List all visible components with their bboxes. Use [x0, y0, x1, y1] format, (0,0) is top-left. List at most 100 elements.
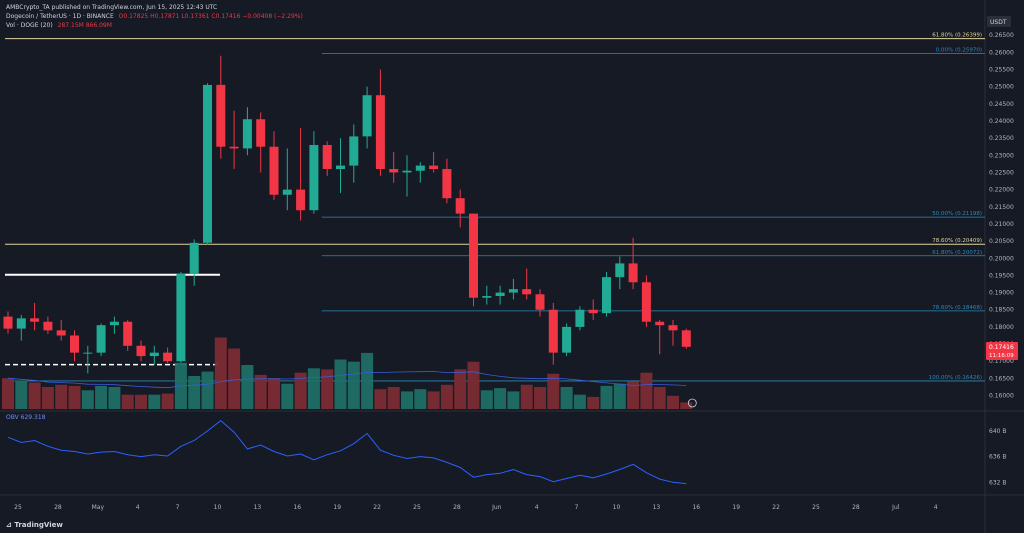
volume-label[interactable]: Vol · DOGE (20): [6, 22, 53, 29]
candle-body: [83, 352, 93, 354]
candle-body: [535, 294, 545, 310]
volume-bar: [627, 381, 640, 409]
candle-body: [43, 321, 53, 331]
candle-body: [375, 95, 385, 170]
price-tick: 0.25500: [989, 66, 1014, 73]
volume-bar: [680, 402, 693, 409]
date-tick: 28: [54, 504, 62, 511]
price-tick: 0.17000: [989, 358, 1014, 365]
volume-bar: [68, 385, 81, 409]
volume-bar: [307, 368, 320, 409]
candle-body: [429, 165, 439, 170]
candle-body: [309, 144, 319, 211]
volume-bar: [148, 394, 161, 409]
candle-body: [641, 282, 651, 322]
volume-bar: [188, 376, 201, 409]
volume-bar: [374, 389, 387, 409]
price-tick: 0.24500: [989, 101, 1014, 108]
volume-bar: [414, 389, 427, 409]
candle-body: [136, 345, 146, 357]
candle-body: [242, 119, 252, 149]
volume-ma-line: [7, 371, 687, 389]
volume-bar: [573, 394, 586, 409]
price-tick: 0.21000: [989, 221, 1014, 228]
candle-body: [495, 292, 505, 297]
date-tick: Jun: [491, 504, 502, 511]
candle-body: [482, 296, 492, 298]
ohlc-values: O0.17825 H0.17871 L0.17361 C0.17416 −0.0…: [118, 13, 303, 20]
fib-level-label: 61.80% (0.26399): [932, 33, 982, 39]
obv-tick: 632 B: [989, 479, 1006, 486]
price-tick: 0.16500: [989, 375, 1014, 382]
date-tick: 10: [214, 504, 222, 511]
candle-body: [562, 326, 572, 353]
date-tick: May: [92, 504, 105, 511]
volume-bar: [214, 337, 227, 409]
volume-bar: [334, 359, 347, 409]
volume-bar: [81, 390, 94, 409]
volume-bar: [560, 387, 573, 409]
date-tick: 4: [535, 504, 539, 511]
volume-bar: [467, 361, 480, 409]
candle-body: [415, 165, 425, 171]
candle-body: [402, 170, 412, 173]
symbol-name[interactable]: Dogecoin / TetherUS · 1D · BINANCE: [6, 13, 114, 20]
volume-bar: [294, 372, 307, 409]
candle-body: [362, 95, 372, 137]
date-tick: 28: [852, 504, 860, 511]
date-tick: 13: [653, 504, 661, 511]
volume-bar: [520, 384, 533, 409]
price-tick: 0.25000: [989, 84, 1014, 91]
candle-body: [16, 318, 26, 329]
candle-body: [189, 242, 199, 274]
price-tick: 0.23500: [989, 135, 1014, 142]
date-tick: 25: [812, 504, 820, 511]
candle-body: [349, 136, 359, 166]
candle-body: [469, 213, 478, 298]
candle-body: [109, 321, 119, 326]
price-tick: 0.21500: [989, 204, 1014, 211]
currency-badge: [987, 16, 1011, 27]
candle-body: [163, 352, 173, 362]
volume-bar: [15, 380, 28, 409]
candle-body: [269, 146, 279, 195]
date-tick: 7: [176, 504, 180, 511]
date-tick: 10: [613, 504, 621, 511]
fib-level-label: 50.00% (0.21198): [932, 211, 982, 217]
candle-body: [229, 146, 239, 149]
candle-body: [588, 309, 598, 314]
candle-body: [628, 263, 638, 283]
price-tick: 0.18000: [989, 324, 1014, 331]
price-tick: 0.19500: [989, 272, 1014, 279]
price-tick: 0.24000: [989, 118, 1014, 125]
volume-bar: [254, 374, 267, 409]
volume-bar: [494, 388, 507, 409]
volume-bar: [507, 391, 520, 409]
volume-bar: [440, 384, 453, 409]
symbol-line: Dogecoin / TetherUS · 1D · BINANCE O0.17…: [6, 13, 306, 21]
date-tick: 22: [772, 504, 780, 511]
price-tick: 0.26500: [989, 32, 1014, 39]
volume-bar: [600, 385, 613, 409]
candle-body: [668, 325, 678, 331]
date-tick: 19: [333, 504, 341, 511]
date-tick: 4: [136, 504, 140, 511]
tradingview-logo[interactable]: ⊿ TradingView: [6, 521, 63, 529]
candle-body: [123, 321, 133, 346]
candle-body: [602, 277, 611, 314]
candle-body: [655, 321, 665, 326]
volume-bar: [121, 394, 134, 409]
publisher-line: AMBCrypto_TA published on TradingView.co…: [6, 4, 218, 11]
fib-level-label: 61.80% (0.20072): [932, 250, 982, 256]
obv-legend[interactable]: OBV 629.318: [6, 414, 46, 421]
price-countdown: 11:16:09: [989, 353, 1014, 359]
candle-body: [56, 330, 66, 336]
volume-bar: [480, 390, 493, 409]
candle-body: [203, 84, 212, 243]
volume-bar: [201, 371, 214, 409]
volume-legend: Vol · DOGE (20) 287.15M 866.09M: [6, 22, 115, 30]
volume-bar: [613, 383, 626, 409]
volume-bar: [228, 348, 241, 409]
date-tick: 16: [293, 504, 301, 511]
